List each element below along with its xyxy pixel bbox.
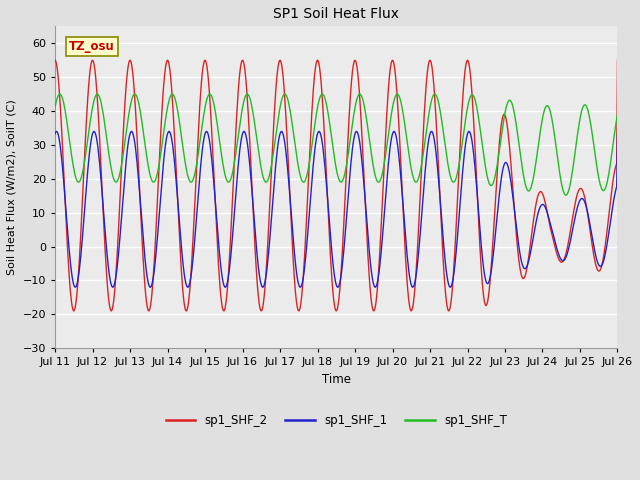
Text: TZ_osu: TZ_osu bbox=[69, 40, 115, 53]
Y-axis label: Soil Heat Flux (W/m2), SoilT (C): Soil Heat Flux (W/m2), SoilT (C) bbox=[7, 99, 17, 275]
Legend: sp1_SHF_2, sp1_SHF_1, sp1_SHF_T: sp1_SHF_2, sp1_SHF_1, sp1_SHF_T bbox=[161, 409, 512, 432]
X-axis label: Time: Time bbox=[322, 373, 351, 386]
Title: SP1 Soil Heat Flux: SP1 Soil Heat Flux bbox=[273, 7, 399, 21]
